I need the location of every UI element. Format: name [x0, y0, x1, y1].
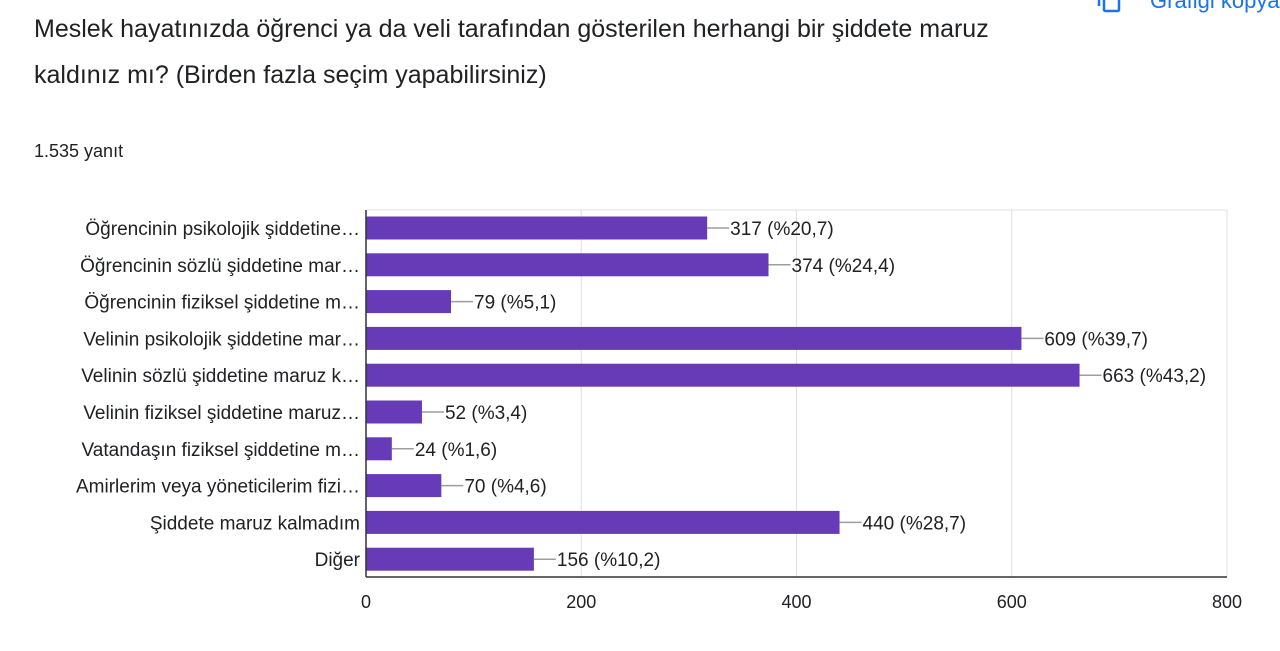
copy-chart-label: Grafiği kopyala [1150, 0, 1280, 13]
x-tick-label: 0 [361, 592, 371, 612]
data-label: 79 (%5,1) [474, 293, 556, 314]
bar [366, 216, 708, 240]
data-label: 317 (%20,7) [730, 219, 834, 240]
x-tick-label: 600 [997, 592, 1027, 612]
category-label: Velinin sözlü şiddetine maruz k… [81, 366, 360, 387]
bar [366, 290, 452, 314]
x-tick-label: 400 [781, 592, 811, 612]
data-label: 24 (%1,6) [415, 440, 497, 461]
category-label: Amirlerim veya yöneticilerim fizi… [76, 477, 360, 498]
bar [366, 326, 1022, 350]
data-label: 663 (%43,2) [1103, 366, 1207, 387]
category-label: Öğrencinin fiziksel şiddetine m… [84, 293, 360, 314]
bar [366, 437, 392, 461]
category-label: Öğrencinin psikolojik şiddetine… [85, 219, 360, 240]
bar [366, 547, 534, 571]
bar [366, 510, 840, 534]
category-label: Velinin psikolojik şiddetine mar… [83, 329, 360, 350]
bar [366, 474, 442, 498]
bar [366, 363, 1080, 387]
bar [366, 400, 422, 424]
data-label: 156 (%10,2) [557, 550, 661, 571]
data-label: 374 (%24,4) [792, 256, 896, 277]
data-label: 70 (%4,6) [464, 477, 546, 498]
copy-chart-button[interactable]: Grafiği kopyala [1094, 0, 1280, 16]
data-label: 52 (%3,4) [445, 403, 527, 424]
x-tick-label: 800 [1212, 592, 1242, 612]
category-label: Şiddete maruz kalmadım [150, 513, 360, 534]
data-label: 609 (%39,7) [1044, 329, 1148, 350]
category-label: Vatandaşın fiziksel şiddetine m… [82, 440, 360, 461]
x-tick-label: 200 [566, 592, 596, 612]
category-label: Diğer [315, 550, 361, 571]
response-count: 1.535 yanıt [34, 141, 124, 161]
category-label: Velinin fiziksel şiddetine maruz… [83, 403, 360, 424]
bar [366, 253, 769, 277]
question-title: Meslek hayatınızda öğrenci ya da veli ta… [34, 15, 989, 89]
category-label: Öğrencinin sözlü şiddetine mar… [80, 256, 360, 277]
data-label: 440 (%28,7) [863, 513, 967, 534]
copy-icon [1094, 0, 1124, 16]
